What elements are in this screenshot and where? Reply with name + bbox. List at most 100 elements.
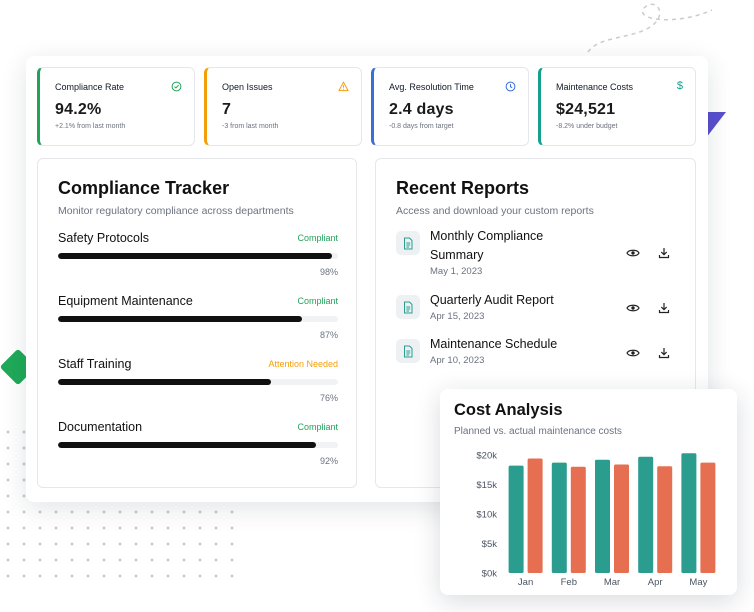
compliance-item-name: Equipment Maintenance [58,294,193,308]
bar-feb-series-1 [551,462,567,573]
progress-fill [58,316,302,322]
report-date: Apr 10, 2023 [430,355,485,366]
stat-title: Open Issues [222,82,273,92]
bar-jan-series-1 [508,465,524,573]
progress-fill [58,379,271,385]
report-item: Quarterly Audit Report Apr 15, 2023 [396,291,676,327]
document-icon [396,295,420,319]
stat-card-open-issues: Open Issues 7 -3 from last month [204,67,362,146]
panel-subtitle: Access and download your custom reports [396,205,594,217]
progress-fill [58,442,316,448]
panel-title: Compliance Tracker [58,178,230,198]
stat-value: 94.2% [55,101,102,118]
progress-percent: 98% [319,267,338,277]
x-tick-label: Mar [604,577,620,588]
download-button[interactable] [655,299,673,317]
document-icon [396,231,420,255]
y-tick-label: $15k [476,480,497,491]
eye-icon [626,349,640,357]
compliance-item-name: Documentation [58,420,143,434]
download-icon [658,248,670,259]
bar-jan-series-2 [527,458,543,573]
check-circle-icon [171,81,182,92]
progress-track [58,316,338,322]
bar-may-series-1 [681,453,697,573]
eye-icon [626,249,640,257]
x-tick-label: Jan [518,577,533,588]
compliance-item-safety: Safety Protocols Compliant 98% [58,231,338,287]
stat-card-avg-resolution: Avg. Resolution Time 2.4 days -0.8 days … [371,67,529,146]
cost-analysis-subtitle: Planned vs. actual maintenance costs [454,426,622,437]
bar-mar-series-1 [595,459,610,573]
main-dashboard-card: Compliance Rate 94.2% +2.1% from last mo… [26,56,708,502]
compliance-item-name: Staff Training [58,357,132,371]
report-item: Monthly Compliance Summary May 1, 2023 [396,227,676,277]
view-button[interactable] [624,344,642,362]
progress-fill [58,253,333,259]
stat-value: $24,521 [556,101,616,118]
panel-subtitle: Monitor regulatory compliance across dep… [58,205,294,217]
progress-percent: 92% [319,456,338,466]
stat-card-compliance-rate: Compliance Rate 94.2% +2.1% from last mo… [37,67,195,146]
stat-value: 2.4 days [389,101,454,118]
stat-title: Maintenance Costs [556,82,634,92]
status-label: Compliant [297,422,338,432]
stat-subtext: -8.2% under budget [556,123,618,130]
compliance-item-documentation: Documentation Compliant 92% [58,420,338,476]
dashed-curve-decoration [587,3,713,53]
clock-icon [505,81,516,92]
stat-title: Compliance Rate [55,82,125,92]
view-button[interactable] [624,299,642,317]
report-item: Maintenance Schedule Apr 10, 2023 [396,335,676,371]
dollar-icon: $ [676,80,683,92]
bar-apr-series-2 [657,466,673,573]
report-title[interactable]: Monthly Compliance Summary [430,229,544,262]
cost-analysis-title: Cost Analysis [454,401,563,419]
progress-percent: 76% [319,393,338,403]
report-title[interactable]: Quarterly Audit Report [430,293,554,307]
compliance-tracker-panel: Compliance Tracker Monitor regulatory co… [37,158,357,488]
progress-track [58,379,338,385]
x-tick-label: May [689,577,707,588]
warning-triangle-icon [338,81,349,92]
download-button[interactable] [655,344,673,362]
status-label: Compliant [297,233,338,243]
view-button[interactable] [624,244,642,262]
cost-analysis-card: Cost Analysis Planned vs. actual mainten… [440,389,737,595]
progress-track [58,253,338,259]
stat-title: Avg. Resolution Time [389,82,474,92]
report-date: May 1, 2023 [430,266,483,277]
compliance-item-equipment: Equipment Maintenance Compliant 87% [58,294,338,350]
bar-may-series-2 [700,462,716,573]
stat-value: 7 [222,101,232,118]
compliance-item-name: Safety Protocols [58,231,150,245]
stat-subtext: +2.1% from last month [55,123,126,130]
report-title[interactable]: Maintenance Schedule [430,337,558,351]
document-icon [396,339,420,363]
progress-track [58,442,338,448]
y-tick-label: $20k [476,451,497,462]
download-icon [658,303,670,314]
download-icon [658,348,670,359]
compliance-item-training: Staff Training Attention Needed 76% [58,357,338,413]
download-button[interactable] [655,244,673,262]
y-tick-label: $10k [476,510,497,521]
y-tick-label: $5k [482,539,498,550]
stat-card-maintenance-costs: Maintenance Costs $ $24,521 -8.2% under … [538,67,696,146]
stat-subtext: -0.8 days from target [389,123,454,130]
bar-mar-series-2 [614,464,629,573]
status-label: Attention Needed [268,359,338,369]
bar-apr-series-1 [638,456,654,573]
eye-icon [626,304,640,312]
progress-percent: 87% [319,330,338,340]
stat-subtext: -3 from last month [222,123,279,130]
panel-title: Recent Reports [396,178,530,198]
x-tick-label: Feb [561,577,577,588]
bar-feb-series-2 [570,466,586,573]
y-tick-label: $0k [482,569,498,580]
report-date: Apr 15, 2023 [430,311,485,322]
cost-bar-chart: $0k $5k $10k $15k $20k Jan Feb Mar Apr May [476,451,716,588]
status-label: Compliant [297,296,338,306]
x-tick-label: Apr [648,577,663,588]
